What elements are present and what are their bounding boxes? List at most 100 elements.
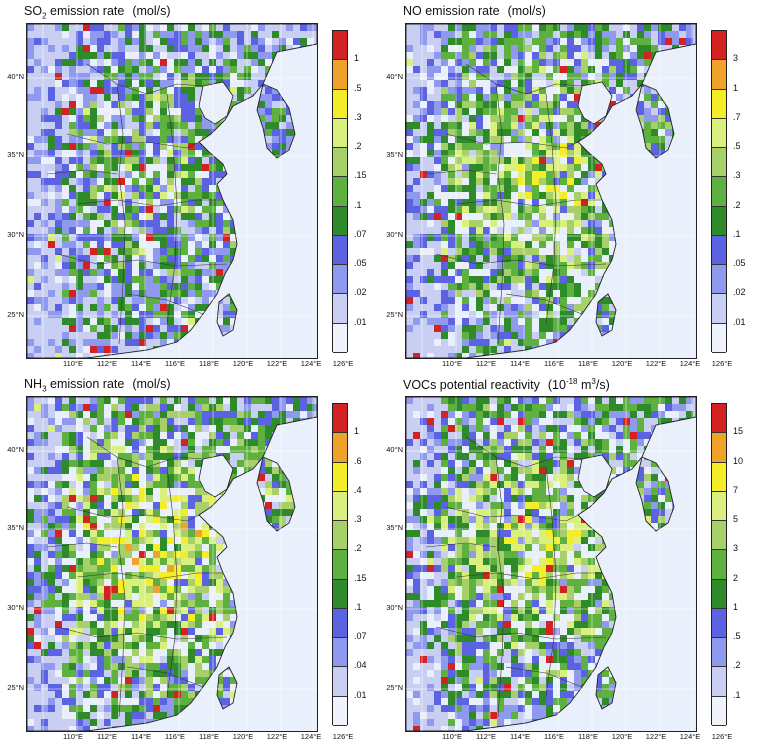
colorbar-label: .2 xyxy=(354,543,362,554)
panel-title: NH3 emission rate (mol/s) xyxy=(24,377,171,394)
colorbar-label: .02 xyxy=(354,287,367,298)
latitude-tick-label: 25°N xyxy=(7,683,24,692)
province-boundary xyxy=(445,506,579,522)
china-coastline xyxy=(406,397,696,731)
latitude-tick-label: 30°N xyxy=(386,230,403,239)
colorbar xyxy=(711,403,727,726)
colorbar-segment xyxy=(333,433,347,463)
province-boundary xyxy=(445,133,579,149)
colorbar-label: 3 xyxy=(733,53,739,64)
colorbar-label: .7 xyxy=(733,111,741,122)
korea-coastline xyxy=(256,83,296,159)
panel-vocs: VOCs potential reactivity (10-18 m3/s) 40°… xyxy=(379,373,758,745)
latitude-tick-label: 35°N xyxy=(7,523,24,532)
longitude-tick-label: 118°E xyxy=(578,732,598,741)
colorbar-label: .01 xyxy=(354,689,367,700)
colorbar-label: 15 xyxy=(733,426,744,437)
emission-map xyxy=(406,397,696,731)
colorbar-segment xyxy=(333,89,347,119)
colorbar-segment xyxy=(333,60,347,90)
title-main: NH xyxy=(24,377,43,391)
province-boundary xyxy=(116,456,126,718)
colorbar-label: .07 xyxy=(354,631,367,642)
bohai-sea xyxy=(577,81,613,125)
province-boundary xyxy=(495,83,505,345)
longitude-tick-label: 116°E xyxy=(165,359,185,368)
colorbar-label: .05 xyxy=(733,258,746,269)
colorbar-label: .01 xyxy=(733,316,746,327)
latitude-tick-label: 40°N xyxy=(7,72,24,81)
longitude-tick-label: 118°E xyxy=(199,359,219,368)
taiwan-coastline xyxy=(216,293,238,337)
longitude-tick-label: 124°E xyxy=(679,732,701,741)
longitude-tick-label: 112°E xyxy=(97,359,117,368)
latitude-tick-label: 40°N xyxy=(386,72,403,81)
province-boundary xyxy=(435,626,607,640)
panel-title: NO emission rate (mol/s) xyxy=(403,4,546,18)
colorbar-label: .1 xyxy=(354,199,362,210)
longitude-tick-label: 120°E xyxy=(611,359,633,368)
map-frame xyxy=(405,396,697,732)
title-main: SO xyxy=(24,4,43,18)
china-coastline xyxy=(406,24,696,358)
province-boundary xyxy=(425,169,497,175)
longitude-tick-label: 120°E xyxy=(232,359,254,368)
map-frame xyxy=(26,396,318,732)
colorbar-segment xyxy=(333,148,347,178)
colorbar-label: .04 xyxy=(354,660,367,671)
colorbar-segment xyxy=(333,265,347,295)
colorbar-segment xyxy=(333,235,347,266)
title-rest: emission rate xyxy=(46,377,125,391)
units-label: (mol/s) xyxy=(507,4,546,18)
emission-map xyxy=(27,397,317,731)
province-boundary xyxy=(545,466,557,698)
colorbar-label: .15 xyxy=(354,170,367,181)
longitude-tick-label: 124°E xyxy=(679,359,701,368)
colorbar-label: .15 xyxy=(354,572,367,583)
latitude-tick-label: 25°N xyxy=(7,310,24,319)
colorbar-segment xyxy=(333,323,347,353)
latitude-tick-label: 30°N xyxy=(7,230,24,239)
colorbar-segment xyxy=(333,696,347,726)
colorbar-segment xyxy=(333,667,347,697)
colorbar-label: 1 xyxy=(354,53,360,64)
province-boundary xyxy=(116,83,126,345)
colorbar-label: 1 xyxy=(354,426,360,437)
title-subscript: 2 xyxy=(42,11,47,21)
colorbar-label: .3 xyxy=(354,514,362,525)
province-boundary xyxy=(455,572,602,580)
longitude-tick-label: 112°E xyxy=(476,732,496,741)
colorbar-label: .01 xyxy=(354,316,367,327)
longitude-tick-label: 114°E xyxy=(131,732,151,741)
colorbar-segment xyxy=(712,550,726,580)
province-boundary xyxy=(76,572,223,580)
panel-title: VOCs potential reactivity (10-18 m3/s) xyxy=(403,377,610,392)
province-boundary xyxy=(126,666,204,688)
colorbar-label: .4 xyxy=(354,484,362,495)
map-frame xyxy=(405,23,697,359)
colorbar-label: .1 xyxy=(733,228,741,239)
map-frame xyxy=(26,23,318,359)
colorbar-segment xyxy=(712,118,726,149)
colorbar-segment xyxy=(712,235,726,266)
longitude-tick-label: 112°E xyxy=(476,359,496,368)
colorbar-label: 3 xyxy=(733,543,739,554)
longitude-tick-label: 126°E xyxy=(332,359,354,368)
units-label: (10-18 m3/s) xyxy=(547,377,610,393)
colorbar-segment xyxy=(712,294,726,324)
latitude-tick-label: 25°N xyxy=(386,310,403,319)
colorbar-segment xyxy=(712,579,726,609)
province-boundary xyxy=(126,293,204,315)
longitude-tick-label: 110°E xyxy=(63,359,83,368)
colorbar-label: .02 xyxy=(733,287,746,298)
province-boundary xyxy=(86,63,204,95)
province-boundary xyxy=(76,199,223,207)
colorbar-label: 5 xyxy=(733,514,739,525)
longitude-tick-label: 118°E xyxy=(199,732,219,741)
longitude-tick-label: 122°E xyxy=(266,732,288,741)
longitude-tick-label: 110°E xyxy=(442,732,462,741)
province-boundary xyxy=(46,169,118,175)
longitude-tick-label: 122°E xyxy=(645,359,667,368)
colorbar-label: .1 xyxy=(354,601,362,612)
longitude-tick-label: 110°E xyxy=(442,359,462,368)
